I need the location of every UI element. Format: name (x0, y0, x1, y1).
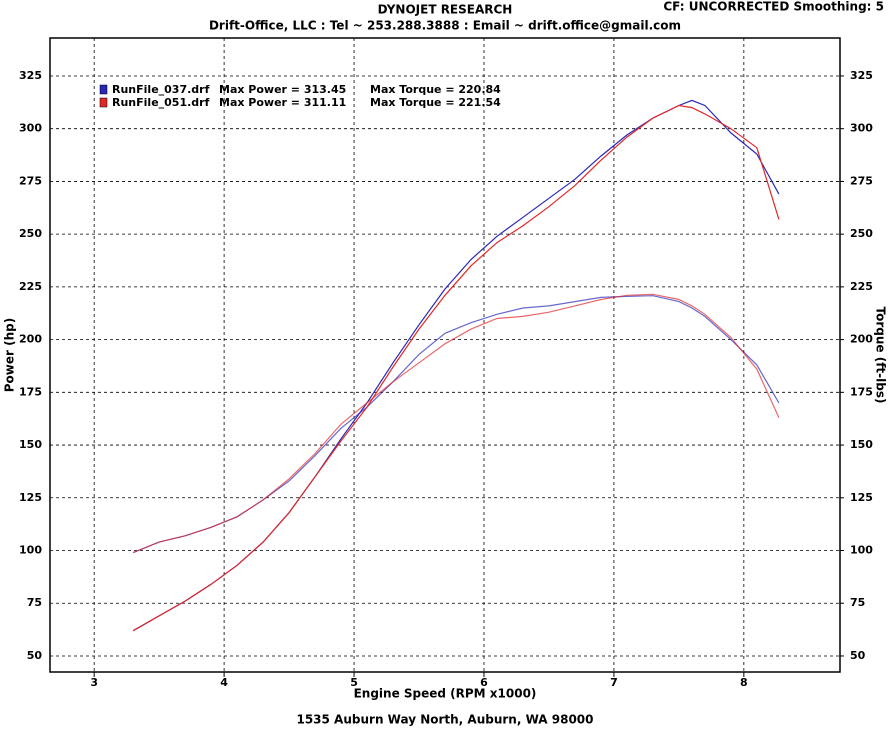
legend-label: RunFile_051.drf (112, 96, 210, 109)
legend-max-power: Max Power = 313.45 (219, 83, 346, 96)
y-axis-label: Power (hp) (3, 318, 17, 392)
x-axis-label: Engine Speed (RPM x1000) (354, 687, 537, 701)
legend-swatch (99, 84, 108, 95)
y2-tick-label: 125 (850, 491, 873, 504)
y2-tick-label: 250 (850, 227, 873, 240)
y-tick-label: 125 (19, 491, 42, 504)
settings-label: CF: UNCORRECTED Smoothing: 5 (663, 0, 884, 14)
legend-label: RunFile_037.drf (112, 83, 210, 96)
power-line (132, 104, 780, 632)
torque-line (132, 293, 780, 554)
footer: 1535 Auburn Way North, Auburn, WA 98000 (296, 713, 593, 727)
x-tick-label: 4 (220, 676, 228, 689)
y2-tick-label: 300 (850, 122, 873, 135)
plot-area (49, 37, 841, 673)
y2-tick-label: 50 (850, 649, 866, 662)
y-tick-label: 100 (19, 544, 42, 557)
legend-max-torque: Max Torque = 220.84 (370, 83, 501, 96)
y-tick-label: 250 (19, 227, 42, 240)
y-tick-label: 275 (19, 174, 42, 187)
legend-max-power: Max Power = 311.11 (219, 96, 346, 109)
x-tick-label: 6 (480, 676, 488, 689)
y-tick-label: 150 (19, 438, 42, 451)
x-tick-label: 8 (740, 676, 748, 689)
y2-tick-label: 200 (850, 333, 873, 346)
y-tick-label: 75 (27, 596, 42, 609)
y-tick-label: 325 (19, 69, 42, 82)
chart-title: DYNOJET RESEARCH (378, 3, 513, 17)
y2-tick-label: 275 (850, 174, 873, 187)
chart-subtitle: Drift-Office, LLC : Tel ~ 253.288.3888 :… (209, 19, 681, 33)
y2-axis-label: Torque (ft-lbs) (874, 307, 888, 404)
x-tick-label: 7 (610, 676, 618, 689)
y-tick-label: 175 (19, 385, 42, 398)
y-tick-label: 300 (19, 122, 42, 135)
y-tick-label: 50 (27, 649, 43, 662)
y2-tick-label: 325 (850, 69, 873, 82)
legend-swatch (99, 97, 108, 108)
y2-tick-label: 225 (850, 280, 873, 293)
x-tick-label: 5 (350, 676, 358, 689)
y-tick-label: 225 (19, 280, 42, 293)
y-tick-label: 200 (19, 333, 42, 346)
y2-tick-label: 150 (850, 438, 873, 451)
y2-tick-label: 75 (850, 596, 865, 609)
y2-tick-label: 175 (850, 385, 873, 398)
legend-max-torque: Max Torque = 221.54 (370, 96, 501, 109)
x-tick-label: 3 (90, 676, 98, 689)
y2-tick-label: 100 (850, 544, 873, 557)
